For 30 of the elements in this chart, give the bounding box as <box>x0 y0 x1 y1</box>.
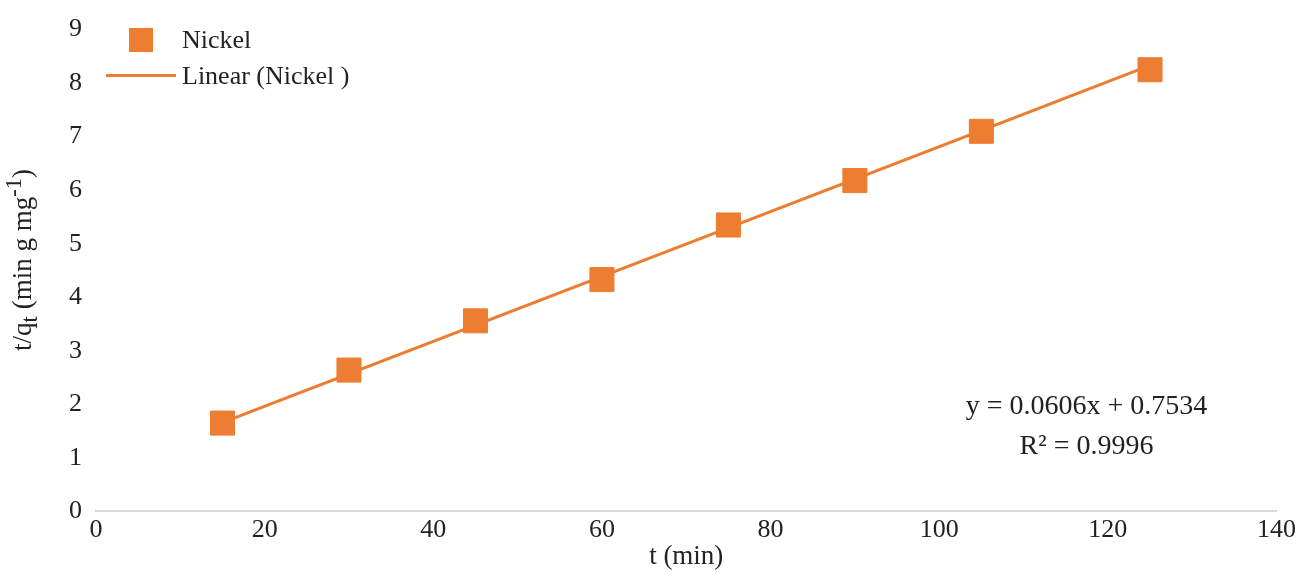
x-tick-label: 140 <box>1257 513 1296 543</box>
y-tick-label: 4 <box>69 281 82 311</box>
point <box>589 267 615 293</box>
x-axis-title: t (min) <box>649 539 724 570</box>
x-tick-label: 0 <box>89 513 103 543</box>
annotation: y = 0.0606x + 0.7534 <box>965 388 1208 420</box>
point <box>1137 57 1163 83</box>
point <box>842 168 868 194</box>
annotation: R² = 0.9996 <box>1019 428 1154 460</box>
y-tick-label: 3 <box>69 334 82 364</box>
x-tick-label: 100 <box>919 513 959 543</box>
y-tick-label: 5 <box>69 227 82 257</box>
y-tick-label: 7 <box>69 120 82 150</box>
legend-label: Nickel <box>182 24 252 55</box>
y-tick-label: 9 <box>69 13 82 43</box>
x-tick-label: 80 <box>757 513 784 543</box>
y-tick-label: 8 <box>69 66 82 96</box>
point <box>209 410 235 436</box>
y-tick-label: 1 <box>69 441 82 471</box>
y-tick-label: 6 <box>69 174 82 204</box>
x-tick-label: 60 <box>588 513 615 543</box>
x-tick-label: 120 <box>1088 513 1128 543</box>
point <box>462 308 488 334</box>
legend-label: Linear (Nickel ) <box>182 60 350 91</box>
y-tick-label: 2 <box>69 388 82 418</box>
point <box>336 357 362 383</box>
point <box>715 212 741 238</box>
x-tick-label: 20 <box>251 513 278 543</box>
point <box>968 118 994 144</box>
x-tick-label: 40 <box>420 513 447 543</box>
